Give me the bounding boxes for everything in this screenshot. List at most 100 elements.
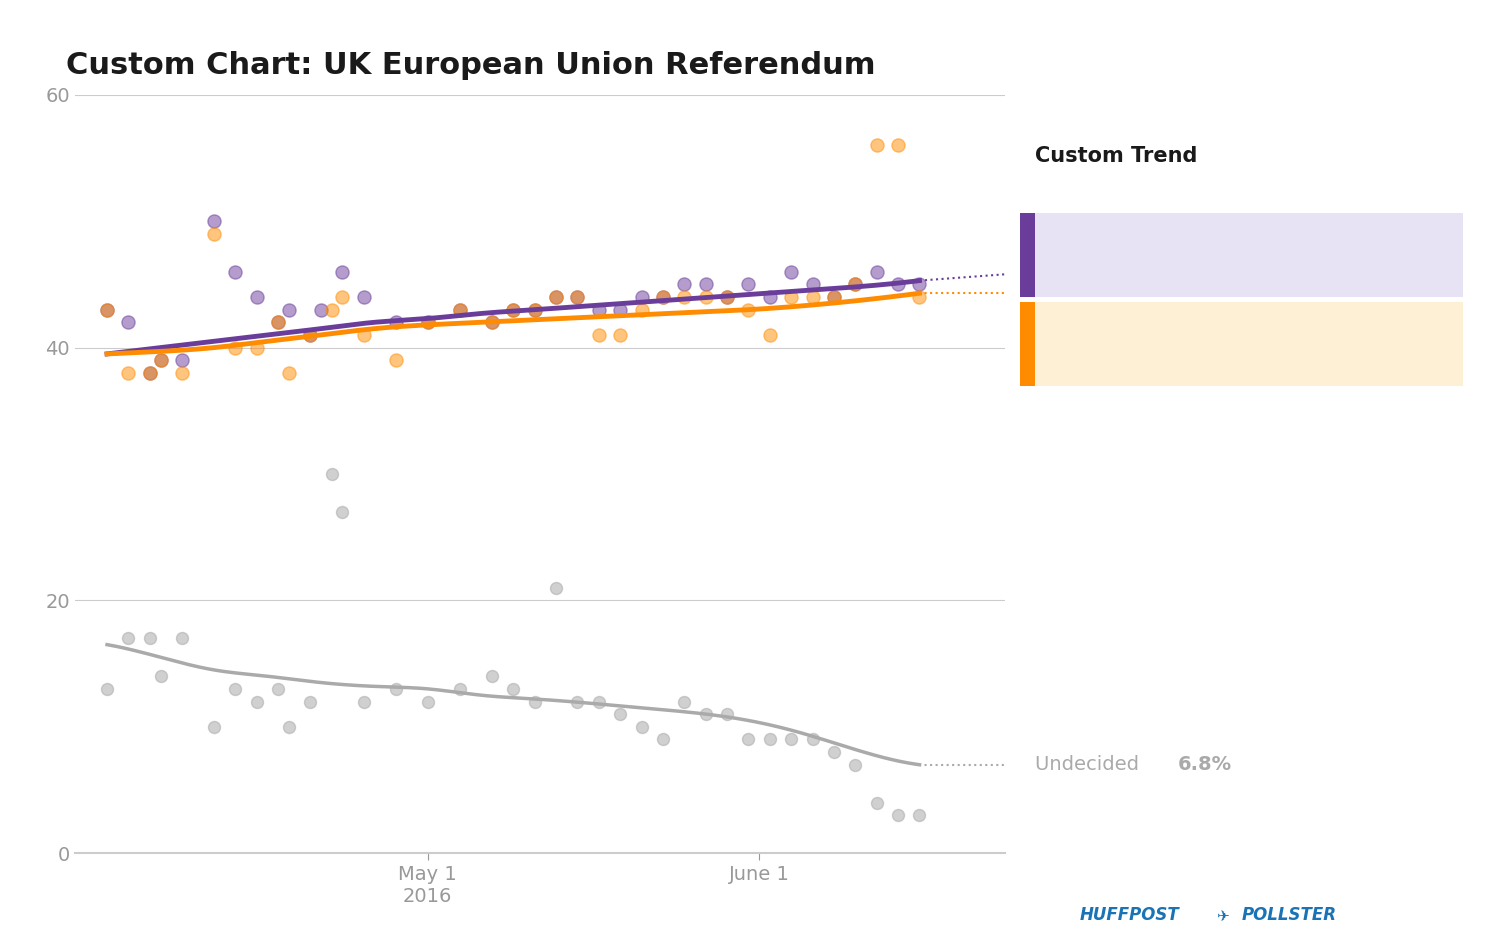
Point [651,289,675,304]
Point [224,264,248,280]
Point [778,289,802,304]
Point [586,302,610,318]
Point [117,630,141,646]
Point [608,327,631,342]
Text: 44.9%: 44.9% [1322,335,1389,354]
Point [864,137,888,153]
Point [843,277,867,292]
Point [416,315,440,330]
Point [544,289,568,304]
Point [384,315,408,330]
Point [801,277,825,292]
Point [672,277,696,292]
Point [522,302,546,318]
Point [148,668,172,684]
Point [202,720,226,735]
Point [608,302,631,318]
Point [416,315,440,330]
Point [480,668,504,684]
Point [330,264,354,280]
Point [320,466,344,482]
Point [693,706,717,721]
Point [608,706,631,721]
Point [480,315,504,330]
Point [320,302,344,318]
Point [693,289,717,304]
Point [566,289,590,304]
Point [138,630,162,646]
Point [630,302,654,318]
Text: 46.1%: 46.1% [1262,246,1329,264]
Point [651,289,675,304]
Point [309,302,333,318]
Point [330,289,354,304]
Point [736,732,760,747]
Text: Remain in the EU: Remain in the EU [1044,335,1224,354]
Point [716,289,740,304]
Point [138,365,162,380]
Point [801,289,825,304]
Point [266,315,290,330]
Point [480,315,504,330]
Point [351,327,375,342]
Point [864,264,888,280]
Point [716,706,740,721]
Point [630,289,654,304]
Point [148,353,172,368]
Point [886,277,910,292]
Point [94,302,118,318]
Point [566,289,590,304]
Point [843,277,867,292]
Point [908,289,932,304]
Point [94,682,118,697]
Point [224,682,248,697]
Point [822,289,846,304]
Text: 6.8%: 6.8% [1178,756,1231,775]
Point [448,302,472,318]
Point [586,327,610,342]
Point [244,694,268,709]
Point [544,289,568,304]
Point [716,289,740,304]
Point [522,694,546,709]
Text: Undecided: Undecided [1035,756,1158,775]
Point [202,213,226,228]
Text: POLLSTER: POLLSTER [1242,906,1336,924]
Point [170,630,194,646]
Point [501,682,525,697]
Point [138,365,162,380]
Point [244,340,268,356]
Point [266,315,290,330]
Point [736,302,760,318]
Point [351,289,375,304]
Point [501,302,525,318]
Text: ✈: ✈ [1216,909,1228,924]
Point [693,277,717,292]
Point [448,682,472,697]
Point [566,694,590,709]
Point [117,365,141,380]
Point [864,795,888,811]
Point [202,227,226,242]
Point [170,365,194,380]
Point [278,365,302,380]
Point [416,694,440,709]
Point [94,302,118,318]
Point [298,327,322,342]
Point [448,302,472,318]
Point [758,289,782,304]
Text: Custom Trend: Custom Trend [1035,146,1197,166]
Point [501,302,525,318]
Point [778,264,802,280]
Point [384,682,408,697]
Point [822,289,846,304]
Point [298,327,322,342]
Point [522,302,546,318]
Text: HUFFPOST: HUFFPOST [1080,906,1179,924]
Point [298,694,322,709]
Point [672,289,696,304]
Point [630,720,654,735]
Point [266,682,290,697]
Point [801,732,825,747]
Point [672,694,696,709]
